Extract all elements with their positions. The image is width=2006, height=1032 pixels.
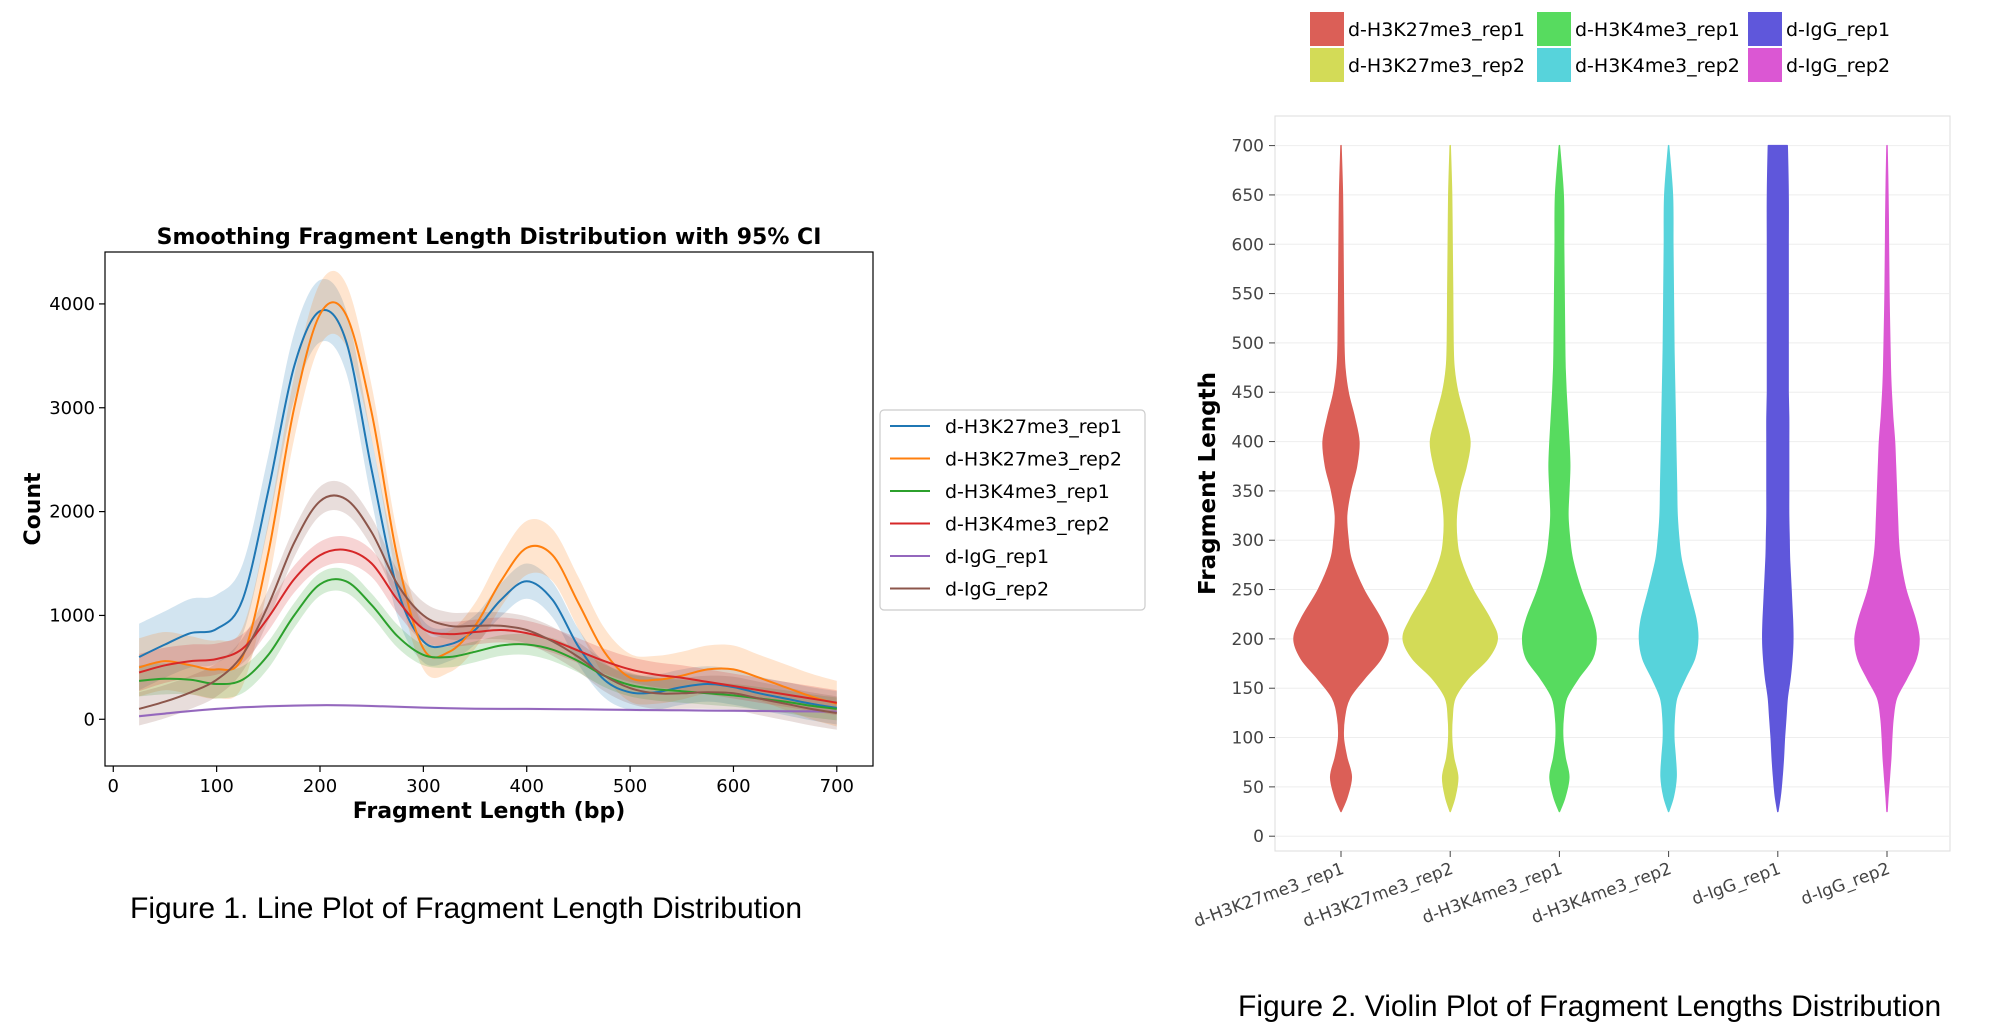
x-tick-label: 500: [613, 776, 647, 797]
x-tick-label: 200: [303, 776, 337, 797]
y-tick-label: 1000: [49, 605, 95, 626]
y-tick-label: 100: [1232, 729, 1264, 749]
violin-0: [1293, 144, 1389, 813]
legend-label-5: d-IgG_rep2: [1786, 55, 1890, 77]
x-tick-label: 100: [199, 776, 233, 797]
series-line-5: [138, 494, 837, 714]
y-tick-label: 450: [1232, 383, 1264, 403]
ci-band-5: [139, 480, 837, 730]
y-tick-label: 700: [1232, 137, 1264, 157]
legend-swatch-0: [1310, 12, 1344, 46]
series-line-0: [138, 309, 837, 709]
plot-frame: [1274, 115, 1951, 852]
legend-label-3: d-H3K4me3_rep2: [945, 514, 1110, 536]
legend-label-4: d-IgG_rep1: [1786, 19, 1890, 41]
x-axis-label: Fragment Length (bp): [353, 799, 626, 824]
plot-frame: [104, 251, 874, 767]
y-tick-label: 3000: [49, 398, 95, 419]
legend-frame: [879, 409, 1146, 611]
legend-label-5: d-IgG_rep2: [945, 579, 1049, 601]
legend-label-4: d-IgG_rep1: [945, 546, 1049, 568]
y-tick-label: 600: [1232, 235, 1264, 255]
y-tick-label: 650: [1232, 186, 1264, 206]
chart-title: Smoothing Fragment Length Distribution w…: [157, 225, 822, 250]
y-tick-label: 50: [1242, 778, 1264, 798]
legend-label-2: d-H3K4me3_rep1: [1575, 19, 1740, 41]
y-tick-label: 350: [1232, 482, 1264, 502]
violin-1: [1402, 144, 1498, 813]
legend-swatch-4: [1748, 12, 1782, 46]
y-tick-label: 2000: [49, 502, 95, 523]
legend-label-0: d-H3K27me3_rep1: [945, 416, 1122, 438]
y-tick-label: 500: [1232, 334, 1264, 354]
y-axis-label: Count: [21, 472, 46, 546]
legend: d-H3K27me3_rep1 d-H3K27me3_rep2 d-H3K4me3_…: [1310, 12, 1890, 82]
figure2-caption: Figure 2. Violin Plot of Fragment Length…: [1238, 990, 1942, 1023]
figure1-caption: Figure 1. Line Plot of Fragment Length D…: [130, 892, 803, 925]
y-tick-label: 300: [1232, 531, 1264, 551]
legend-label-3: d-H3K4me3_rep2: [1575, 55, 1740, 77]
x-tick-label: 300: [406, 776, 440, 797]
ci-band-2: [139, 567, 837, 721]
legend-swatch-2: [1537, 12, 1571, 46]
legend-label-2: d-H3K4me3_rep1: [945, 481, 1110, 503]
series-line-3: [138, 548, 837, 704]
violin-2: [1521, 144, 1597, 813]
y-axis-label: Fragment Length: [1195, 372, 1221, 595]
legend-swatch-3: [1537, 48, 1571, 82]
x-tick-label: 0: [108, 776, 119, 797]
legend-label-0: d-H3K27me3_rep1: [1348, 19, 1525, 41]
y-tick-label: 400: [1232, 433, 1264, 453]
figure2-violin-chart: 0 50 100 150 200 250 300 350 400 450 500 550 600 650 7…: [1191, 12, 1951, 932]
y-tick-label: 4000: [49, 294, 95, 315]
series-line-4: [138, 704, 837, 718]
x-tick-label: 600: [716, 776, 750, 797]
y-tick-label: 200: [1232, 630, 1264, 650]
legend-label-1: d-H3K27me3_rep2: [945, 449, 1122, 471]
legend-swatch-5: [1748, 48, 1782, 82]
violin-4: [1762, 144, 1794, 813]
legend-label-1: d-H3K27me3_rep2: [1348, 55, 1525, 77]
violin-5: [1854, 144, 1920, 813]
x-tick-label-4: d-IgG_rep1: [1689, 859, 1783, 910]
x-tick-label: 400: [510, 776, 544, 797]
x-tick-label: 700: [820, 776, 854, 797]
x-tick-label-5: d-IgG_rep2: [1798, 859, 1892, 910]
y-tick-label: 0: [84, 709, 95, 730]
series-line-2: [139, 578, 837, 710]
violin-3: [1638, 144, 1699, 813]
figure1-line-chart: Smoothing Fragment Length Distribution w…: [21, 225, 1146, 824]
legend: d-H3K27me3_rep1 d-H3K27me3_rep2 d-H3K4me3_…: [879, 409, 1146, 611]
y-tick-label: 250: [1232, 581, 1264, 601]
plot-area: [138, 270, 838, 730]
y-tick-label: 150: [1232, 679, 1264, 699]
legend-swatch-1: [1310, 48, 1344, 82]
y-tick-label: 0: [1253, 827, 1264, 847]
y-tick-label: 550: [1232, 285, 1264, 305]
series-line-1: [138, 301, 838, 705]
